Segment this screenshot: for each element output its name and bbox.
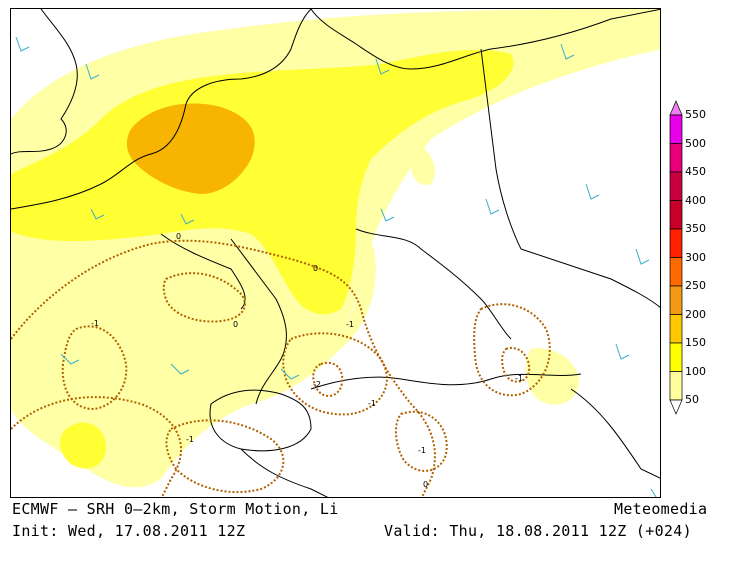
border-germany-czech [355,228,512,340]
lifted-index-contours [11,239,551,497]
li-contour [11,396,182,497]
legend-arrow-bottom [669,399,683,415]
legend-swatch [669,143,683,173]
contour-label: 0 [313,264,318,273]
wind-barbs [15,36,657,497]
legend-label: 200 [685,307,706,321]
wind-barb [650,488,657,497]
legend-swatch [669,228,683,258]
srh-area-100 [11,49,514,315]
weather-map: 0 0 -1 0 -1 -2 -1 -1 -1 -1 0 [11,9,660,497]
contour-label: 0 [233,320,238,329]
legend-label: 50 [685,393,699,406]
contour-label: -1 [515,374,523,383]
legend-label: 300 [685,250,706,264]
wind-barb [380,208,395,222]
coastline-continent [11,9,312,210]
map-area[interactable]: 0 0 -1 0 -1 -2 -1 -1 -1 -1 0 [10,8,661,498]
wind-barb [485,198,500,215]
legend-label: 450 [685,165,706,178]
init-time: Init: Wed, 17.08.2011 12Z [12,522,246,540]
legend-swatch [669,314,683,344]
chart-title: ECMWF – SRH 0–2km, Storm Motion, Li [12,500,339,518]
srh-area-50 [11,229,376,488]
border-hungary [570,388,660,479]
wind-barb [615,343,630,360]
legend-bar [669,100,683,415]
contour-labels: 0 0 -1 0 -1 -2 -1 -1 -1 -1 0 [91,232,523,489]
legend-label: 100 [685,364,706,378]
border-austria [310,373,582,390]
contour-label: 0 [176,232,181,241]
srh-area-50 [525,348,580,405]
wind-barb [60,353,80,365]
contour-label: 0 [423,480,428,489]
srh-area-150 [126,103,255,194]
wind-barb [85,63,100,80]
wind-barb [635,248,650,265]
legend-label: 350 [685,222,706,235]
wind-barb [560,43,575,60]
contour-label: -1 [368,399,376,408]
legend-swatch [669,342,683,372]
legend-label: 400 [685,193,706,207]
border-italy [240,448,329,497]
li-contour [11,239,436,497]
contour-label: -1 [91,319,99,328]
coastline-baltic [310,9,660,70]
wind-barb [15,36,30,52]
contour-label: -1 [346,320,354,329]
li-contour [395,410,448,472]
legend-swatch [669,200,683,230]
border-belgium [160,233,246,310]
srh-shading-150 [126,103,255,194]
li-contour [501,346,531,383]
legend-swatch [669,285,683,315]
contour-label: -1 [186,435,194,444]
legend-swatch [669,171,683,201]
valid-time: Valid: Thu, 18.08.2011 12Z (+024) [384,522,692,540]
legend-label: 550 [685,108,706,121]
border-france-germany [230,238,287,405]
legend-swatch [669,114,683,144]
legend-label: 500 [685,136,706,150]
wind-barb [280,368,300,380]
border-switzerland [209,389,312,452]
wind-barb [90,208,105,220]
legend-label: 250 [685,279,706,292]
legend: 550 500 450 400 350 300 250 200 150 100 50 [666,100,726,430]
legend-swatch [669,257,683,287]
legend-arrow-top [669,100,683,116]
wind-barb [180,213,195,225]
borders [11,9,660,497]
contour-label: -2 [313,380,321,389]
wind-barb [585,183,600,200]
legend-swatch [669,371,683,401]
coastline-uk [11,9,78,155]
border-czech-slovakia [520,248,660,308]
wind-barb [170,363,190,375]
srh-area-50 [409,139,435,185]
wind-barb [375,58,390,75]
brand-label: Meteomedia [614,500,708,518]
li-contour [165,419,285,493]
srh-area-100 [59,422,106,469]
contour-label: -1 [418,446,426,455]
legend-label: 150 [685,336,706,349]
li-contour [282,332,388,416]
border-germany-poland [480,48,522,250]
li-contour [162,272,246,323]
srh-shading-100 [11,49,514,469]
